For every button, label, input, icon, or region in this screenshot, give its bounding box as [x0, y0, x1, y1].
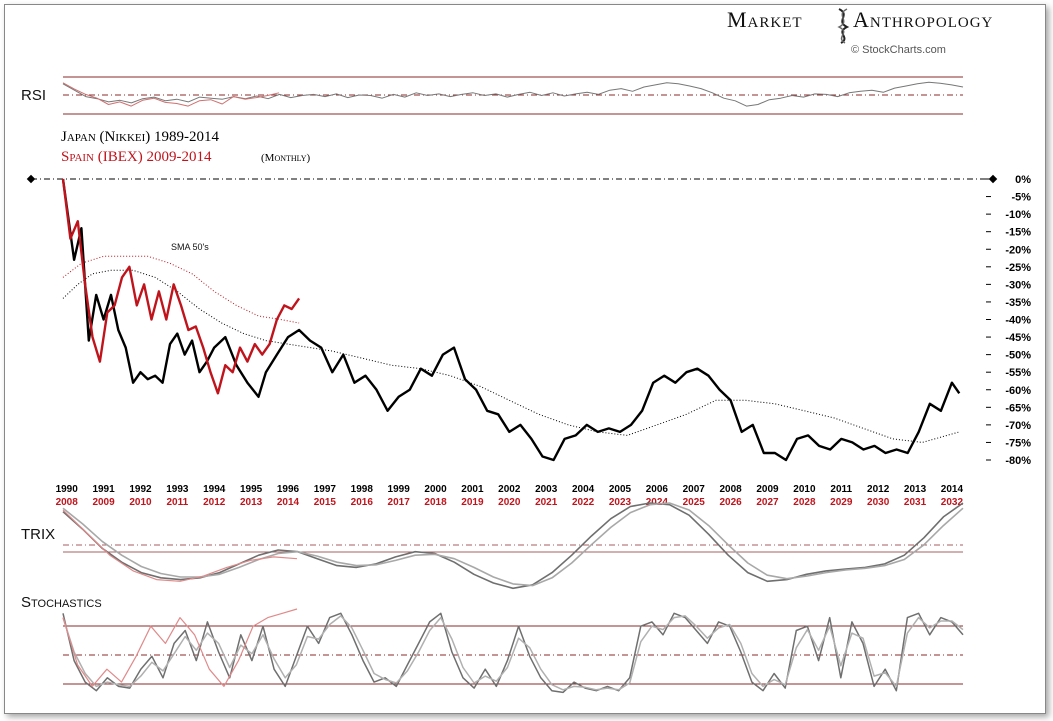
x-tick-label-japan: 2014	[941, 484, 964, 495]
y-tick-label: -15%	[1005, 227, 1031, 239]
x-tick-label-japan: 1996	[277, 484, 300, 495]
sma-line-3	[62, 255, 300, 324]
x-tick-label-spain: 2030	[867, 497, 890, 508]
rsi-series-line-1	[62, 82, 280, 107]
x-tick-label-spain: 2008	[56, 497, 79, 508]
x-tick-label-japan: 2005	[609, 484, 632, 495]
trix-title: TRIX	[21, 526, 55, 543]
y-tick-label: -5%	[1011, 192, 1031, 204]
x-tick-label-spain: 2017	[388, 497, 411, 508]
japan-legend-label: Japan (Nikkei) 1989-2014	[61, 129, 220, 145]
trix-panel: TRIX	[21, 502, 964, 590]
x-tick-label-japan: 2009	[756, 484, 779, 495]
x-tick-label-spain: 2029	[830, 497, 853, 508]
chart-frame: Market Anthropology © StockCharts.com RS…	[4, 4, 1046, 714]
x-tick-label-japan: 1990	[56, 484, 79, 495]
x-tick-label-japan: 1997	[314, 484, 337, 495]
x-tick-label-japan: 2010	[793, 484, 816, 495]
sma-line-2	[62, 269, 960, 443]
trix-series-line-2	[62, 509, 298, 582]
x-tick-label-japan: 2006	[646, 484, 669, 495]
x-tick-label-spain: 2021	[535, 497, 558, 508]
dna-icon	[837, 8, 850, 44]
x-tick-label-spain: 2022	[572, 497, 595, 508]
y-tick-label: -40%	[1005, 315, 1031, 327]
trix-series-line-0	[62, 502, 964, 590]
x-tick-label-spain: 2011	[166, 497, 188, 508]
brand-name-left: Market	[727, 7, 803, 32]
y-tick-label: -70%	[1005, 420, 1031, 432]
y-tick-label: -45%	[1005, 332, 1031, 344]
chart-canvas: Market Anthropology © StockCharts.com RS…	[21, 7, 1031, 694]
y-tick-label: 0%	[1015, 174, 1031, 186]
left-zero-marker	[26, 174, 36, 184]
y-tick-label: -10%	[1005, 209, 1031, 221]
x-tick-label-spain: 2009	[92, 497, 115, 508]
spain-legend-label: Spain (IBEX) 2009-2014	[61, 149, 212, 165]
brand-credit: © StockCharts.com	[851, 44, 946, 56]
brand-name-right: Anthropology	[853, 7, 993, 32]
x-tick-label-spain: 2018	[424, 497, 447, 508]
x-tick-label-japan: 1998	[351, 484, 374, 495]
x-tick-label-spain: 2027	[756, 497, 779, 508]
x-tick-label-spain: 2012	[203, 497, 226, 508]
stochastics-title: Stochastics	[21, 594, 102, 611]
y-tick-label: -55%	[1005, 367, 1031, 379]
x-tick-label-spain: 2019	[461, 497, 484, 508]
stoch-series-line-2	[62, 608, 298, 688]
x-tick-label-japan: 1994	[203, 484, 226, 495]
y-tick-label: -65%	[1005, 402, 1031, 414]
spain-line	[61, 178, 301, 395]
rsi-series-line-0	[62, 81, 964, 107]
price-panel: 0% -5% -10% -15% -20% -25% -30% -35% -40% -45% -50…	[26, 174, 1031, 508]
x-tick-label-japan: 2004	[572, 484, 595, 495]
x-tick-label-spain: 2028	[793, 497, 816, 508]
trix-series-line-1	[62, 502, 964, 587]
stoch-series-line-1	[62, 615, 964, 691]
y-tick-label: -60%	[1005, 385, 1031, 397]
x-tick-label-japan: 2003	[535, 484, 558, 495]
x-tick-label-spain: 2023	[609, 497, 632, 508]
x-tick-label-spain: 2015	[314, 497, 337, 508]
x-tick-label-spain: 2016	[351, 497, 374, 508]
x-tick-label-spain: 2032	[941, 497, 964, 508]
y-tick-label: -50%	[1005, 350, 1031, 362]
y-tick-label: -75%	[1005, 437, 1031, 449]
japan-line	[61, 178, 961, 462]
monthly-note: (Monthly)	[261, 152, 311, 164]
y-tick-label: -25%	[1005, 262, 1031, 274]
stochastics-panel: Stochastics	[21, 594, 964, 694]
x-tick-label-japan: 1991	[92, 484, 115, 495]
x-tick-label-spain: 2014	[277, 497, 300, 508]
rsi-title: RSI	[21, 87, 46, 104]
x-tick-label-spain: 2025	[683, 497, 706, 508]
rsi-panel: RSI	[21, 76, 964, 115]
y-tick-label: -80%	[1005, 455, 1031, 467]
y-tick-label: -30%	[1005, 279, 1031, 291]
x-tick-label-spain: 2026	[719, 497, 742, 508]
x-tick-label-japan: 2000	[424, 484, 447, 495]
x-tick-label-japan: 1999	[388, 484, 411, 495]
x-tick-label-japan: 2002	[498, 484, 521, 495]
sma-annotation: SMA 50's	[171, 242, 209, 252]
y-tick-label: -20%	[1005, 244, 1031, 256]
x-tick-label-japan: 1992	[129, 484, 152, 495]
y-tick-label: -35%	[1005, 297, 1031, 309]
x-tick-label-japan: 2012	[867, 484, 890, 495]
x-tick-label-japan: 2011	[830, 484, 852, 495]
x-tick-label-spain: 2020	[498, 497, 521, 508]
x-tick-label-japan: 2007	[683, 484, 706, 495]
stoch-series-line-0	[62, 612, 964, 694]
x-tick-label-spain: 2031	[904, 497, 927, 508]
brand-logo: Market Anthropology © StockCharts.com	[727, 7, 993, 56]
x-tick-label-spain: 2010	[129, 497, 152, 508]
x-tick-label-japan: 1995	[240, 484, 263, 495]
x-tick-label-japan: 1993	[166, 484, 189, 495]
x-tick-label-japan: 2001	[461, 484, 484, 495]
x-tick-label-spain: 2024	[646, 497, 669, 508]
x-tick-label-spain: 2013	[240, 497, 263, 508]
x-tick-label-japan: 2008	[719, 484, 742, 495]
x-tick-label-japan: 2013	[904, 484, 927, 495]
